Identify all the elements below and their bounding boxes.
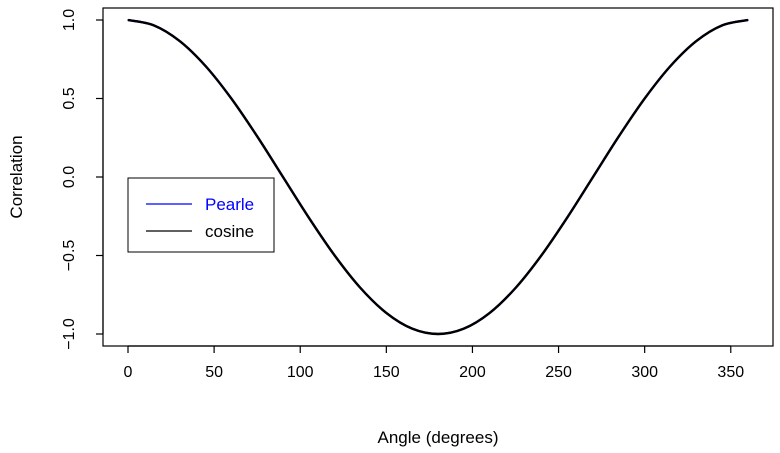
data-point-cosine [695, 40, 697, 42]
data-point-cosine [204, 65, 207, 67]
data-point-cosine [282, 176, 284, 178]
series-layer [127, 18, 749, 336]
data-point-cosine [411, 328, 413, 330]
y-axis-title: Correlation [7, 135, 26, 218]
data-point-cosine [721, 24, 723, 26]
x-tick-label: 300 [631, 364, 658, 381]
data-point-cosine [540, 254, 542, 257]
y-axis: −1.0 −0.5 0.0 0.5 1.0 [61, 9, 104, 350]
series-line-pearle [127, 18, 749, 336]
data-point-cosine [592, 176, 594, 178]
data-point-cosine [256, 135, 258, 137]
data-point-cosine [179, 40, 181, 42]
x-tick-label: 50 [205, 364, 223, 381]
x-tick-label: 100 [287, 364, 314, 381]
data-point-cosine [385, 312, 387, 314]
data-point-cosine [359, 287, 362, 289]
data-point-cosine [334, 254, 336, 257]
data-point-cosine [644, 97, 646, 100]
legend-box [127, 177, 275, 253]
x-tick-label: 350 [717, 364, 744, 381]
legend-label-pearle: Pearle [205, 195, 254, 214]
x-axis-title: Angle (degrees) [378, 428, 499, 447]
data-point-cosine [566, 217, 568, 219]
data-point-cosine [437, 333, 439, 335]
plot-frame [102, 7, 774, 347]
x-tick-label: 250 [545, 364, 572, 381]
series-line-cosine [127, 18, 749, 336]
legend: Pearle cosine [127, 177, 275, 253]
data-point-cosine [127, 19, 129, 21]
x-tick-label: 0 [124, 364, 133, 381]
data-point-cosine [308, 217, 310, 219]
y-tick-label: 0.0 [61, 166, 78, 188]
data-point-cosine [514, 287, 517, 289]
y-tick-label: 0.5 [61, 87, 78, 109]
y-tick-label: −1.0 [61, 318, 78, 350]
data-point-cosine [618, 135, 620, 137]
x-tick-label: 150 [373, 364, 400, 381]
data-point-cosine [153, 24, 155, 26]
x-axis: 0 50 100 150 200 250 300 350 [124, 345, 744, 381]
data-point-cosine [463, 328, 465, 330]
data-point-cosine [669, 65, 672, 67]
legend-label-cosine: cosine [205, 222, 254, 241]
data-point-cosine [747, 19, 749, 21]
y-tick-label: −0.5 [61, 240, 78, 272]
data-point-cosine [489, 312, 491, 314]
y-tick-label: 1.0 [61, 9, 78, 31]
x-tick-label: 200 [459, 364, 486, 381]
data-point-cosine [230, 97, 232, 100]
